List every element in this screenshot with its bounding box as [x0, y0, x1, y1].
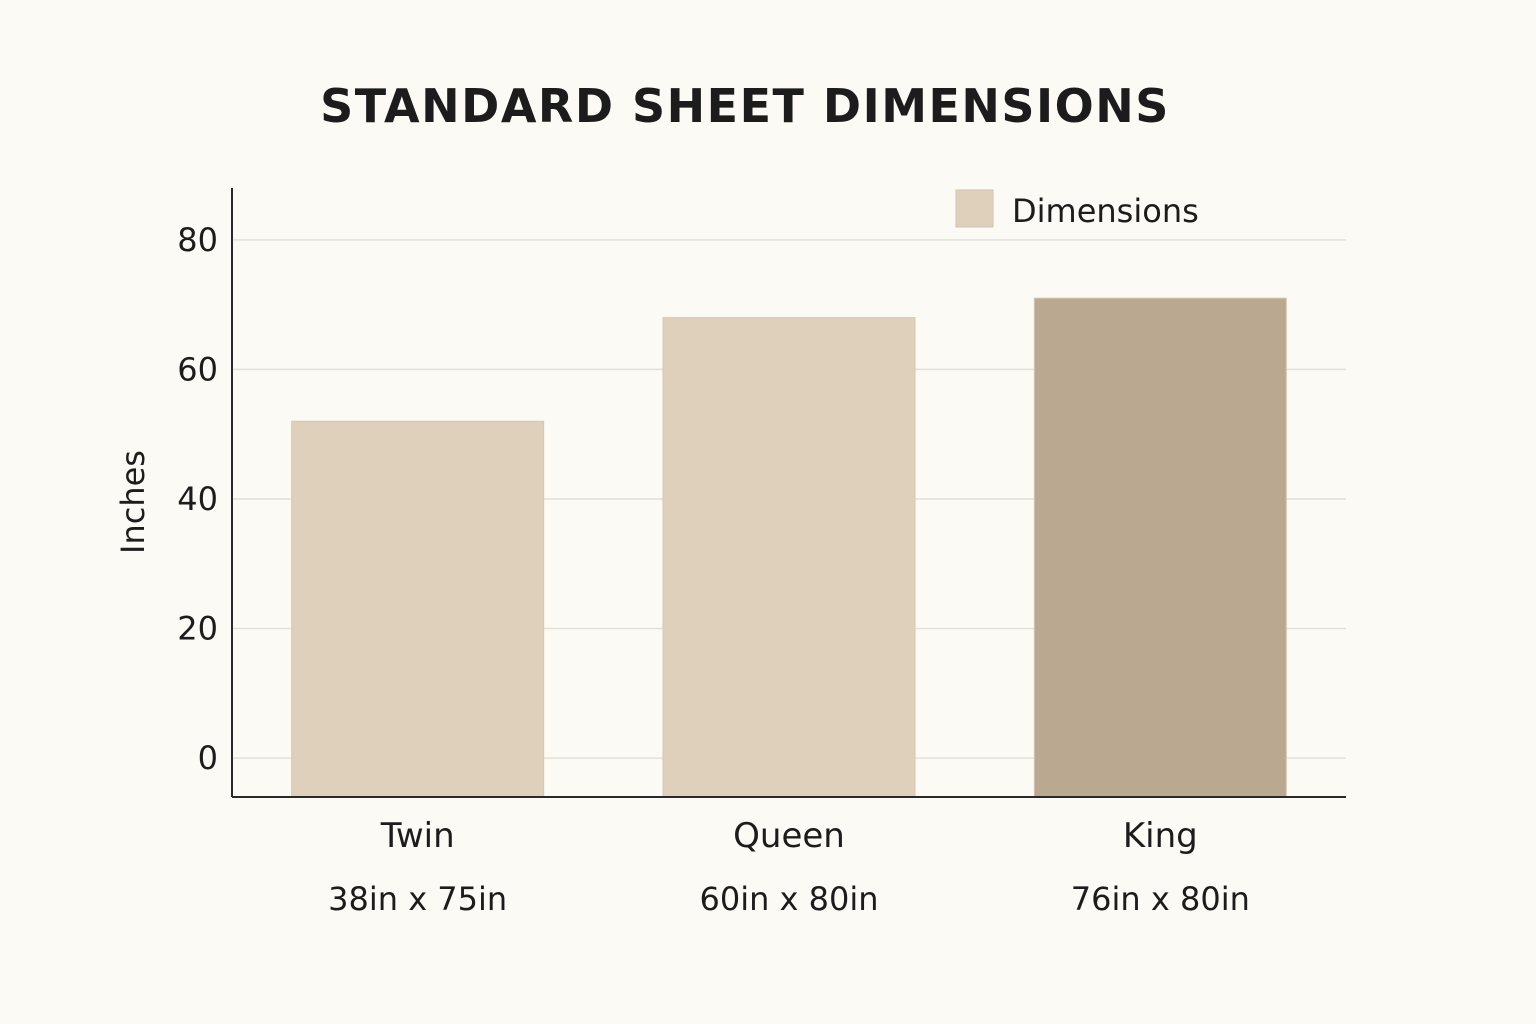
y-tick-label: 0 — [198, 739, 218, 777]
x-tick-label: King — [1123, 816, 1198, 856]
legend: Dimensions — [955, 189, 1199, 230]
bar-king — [1033, 297, 1287, 798]
x-tick-label: Twin — [380, 816, 455, 856]
bar-queen — [662, 317, 916, 798]
bars — [291, 297, 1287, 798]
x-labels: Twin 38in x 75in Queen 60in x 80in King 76in … — [328, 816, 1250, 918]
y-axis-label: Inches — [114, 450, 152, 554]
dimension-label: 76in x 80in — [1071, 880, 1250, 918]
dimension-label: 60in x 80in — [699, 880, 878, 918]
legend-swatch — [955, 189, 994, 228]
x-tick-label: Queen — [733, 816, 845, 856]
y-tick-label: 20 — [177, 610, 218, 648]
bar-twin — [291, 420, 545, 798]
y-ticks: 0 20 40 60 80 — [177, 221, 218, 777]
dimension-label: 38in x 75in — [328, 880, 507, 918]
y-tick-label: 60 — [177, 350, 218, 388]
chart-title: STANDARD SHEET DIMENSIONS — [320, 79, 1170, 133]
y-tick-label: 40 — [177, 480, 218, 518]
legend-label: Dimensions — [1012, 192, 1199, 230]
y-tick-label: 80 — [177, 221, 218, 259]
